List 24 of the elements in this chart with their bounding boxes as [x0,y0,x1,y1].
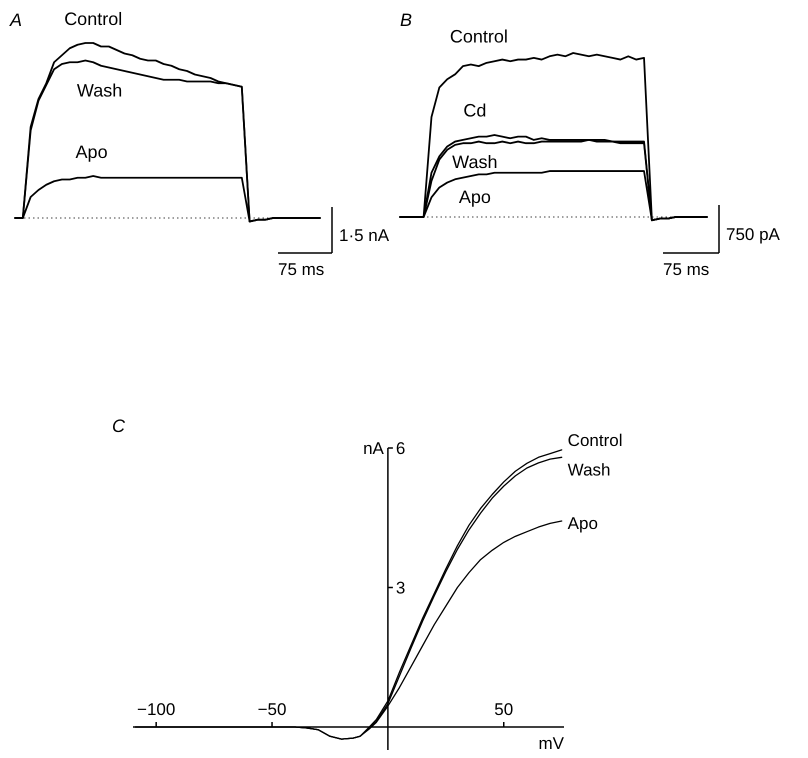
x-tick-label: 50 [494,700,514,719]
series-label: Apo [458,187,491,207]
series-label: Control [568,430,622,450]
text: 750 pA [726,225,781,244]
text: 75 ms [278,260,324,279]
x-axis-title: mV [538,734,565,753]
chart-title: A [9,10,22,30]
series-label: Control [64,9,122,29]
x-tick-label: −100 [137,700,176,719]
series-label: Apo [76,142,108,162]
y-tick-label: 6 [396,439,406,458]
text: 1·5 nA [339,226,390,245]
chart-title: C [112,416,126,436]
text: 75 ms [663,260,710,279]
x-tick-label: −50 [258,700,286,719]
series-label: Control [450,26,508,46]
series-label: Wash [76,80,122,100]
y-tick-label: 3 [396,578,406,598]
series-label: Wash [452,152,498,172]
series-label: Apo [568,514,598,534]
series-label: Wash [568,460,611,480]
chart-title: B [400,10,412,30]
y-axis-title: nA [363,439,385,458]
series-label: Cd [463,100,486,120]
